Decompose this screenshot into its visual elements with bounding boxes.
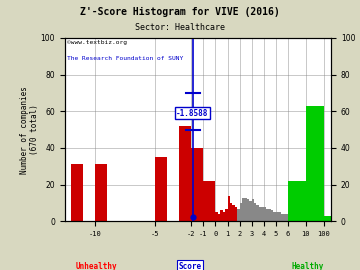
Bar [240,203,242,221]
Bar [288,181,306,221]
Bar [306,106,324,221]
Bar [237,208,240,221]
Bar [216,212,218,221]
Bar [155,157,167,221]
Bar [280,214,283,221]
Bar [324,216,331,221]
Bar [264,207,266,221]
Bar [218,214,220,221]
Text: Sector: Healthcare: Sector: Healthcare [135,23,225,32]
Bar [276,212,278,221]
Bar [95,164,107,221]
Bar [285,214,288,221]
Bar [203,181,216,221]
Text: Unhealthy: Unhealthy [76,262,118,270]
Bar [242,198,244,221]
Bar [235,207,237,221]
Bar [225,208,228,221]
Text: ©www.textbiz.org: ©www.textbiz.org [67,40,127,45]
Bar [249,201,252,221]
Bar [232,205,235,221]
Bar [269,208,271,221]
Bar [283,214,285,221]
Text: Healthy: Healthy [291,262,323,270]
Bar [271,210,273,221]
Text: Z'-Score Histogram for VIVE (2016): Z'-Score Histogram for VIVE (2016) [80,7,280,17]
Bar [247,199,249,221]
Bar [179,126,192,221]
Y-axis label: Number of companies
(670 total): Number of companies (670 total) [20,86,39,174]
Bar [223,212,225,221]
Bar [244,198,247,221]
Bar [261,207,264,221]
Bar [259,207,261,221]
Bar [273,212,276,221]
Bar [230,203,232,221]
Bar [266,208,269,221]
Bar [278,212,280,221]
Text: Score: Score [179,262,202,270]
Bar [228,196,230,221]
Text: The Research Foundation of SUNY: The Research Foundation of SUNY [67,56,184,61]
Bar [256,205,259,221]
Bar [192,148,203,221]
Bar [220,210,223,221]
Bar [71,164,83,221]
Bar [252,199,254,221]
Bar [254,203,256,221]
Text: -1.8588: -1.8588 [176,109,209,117]
